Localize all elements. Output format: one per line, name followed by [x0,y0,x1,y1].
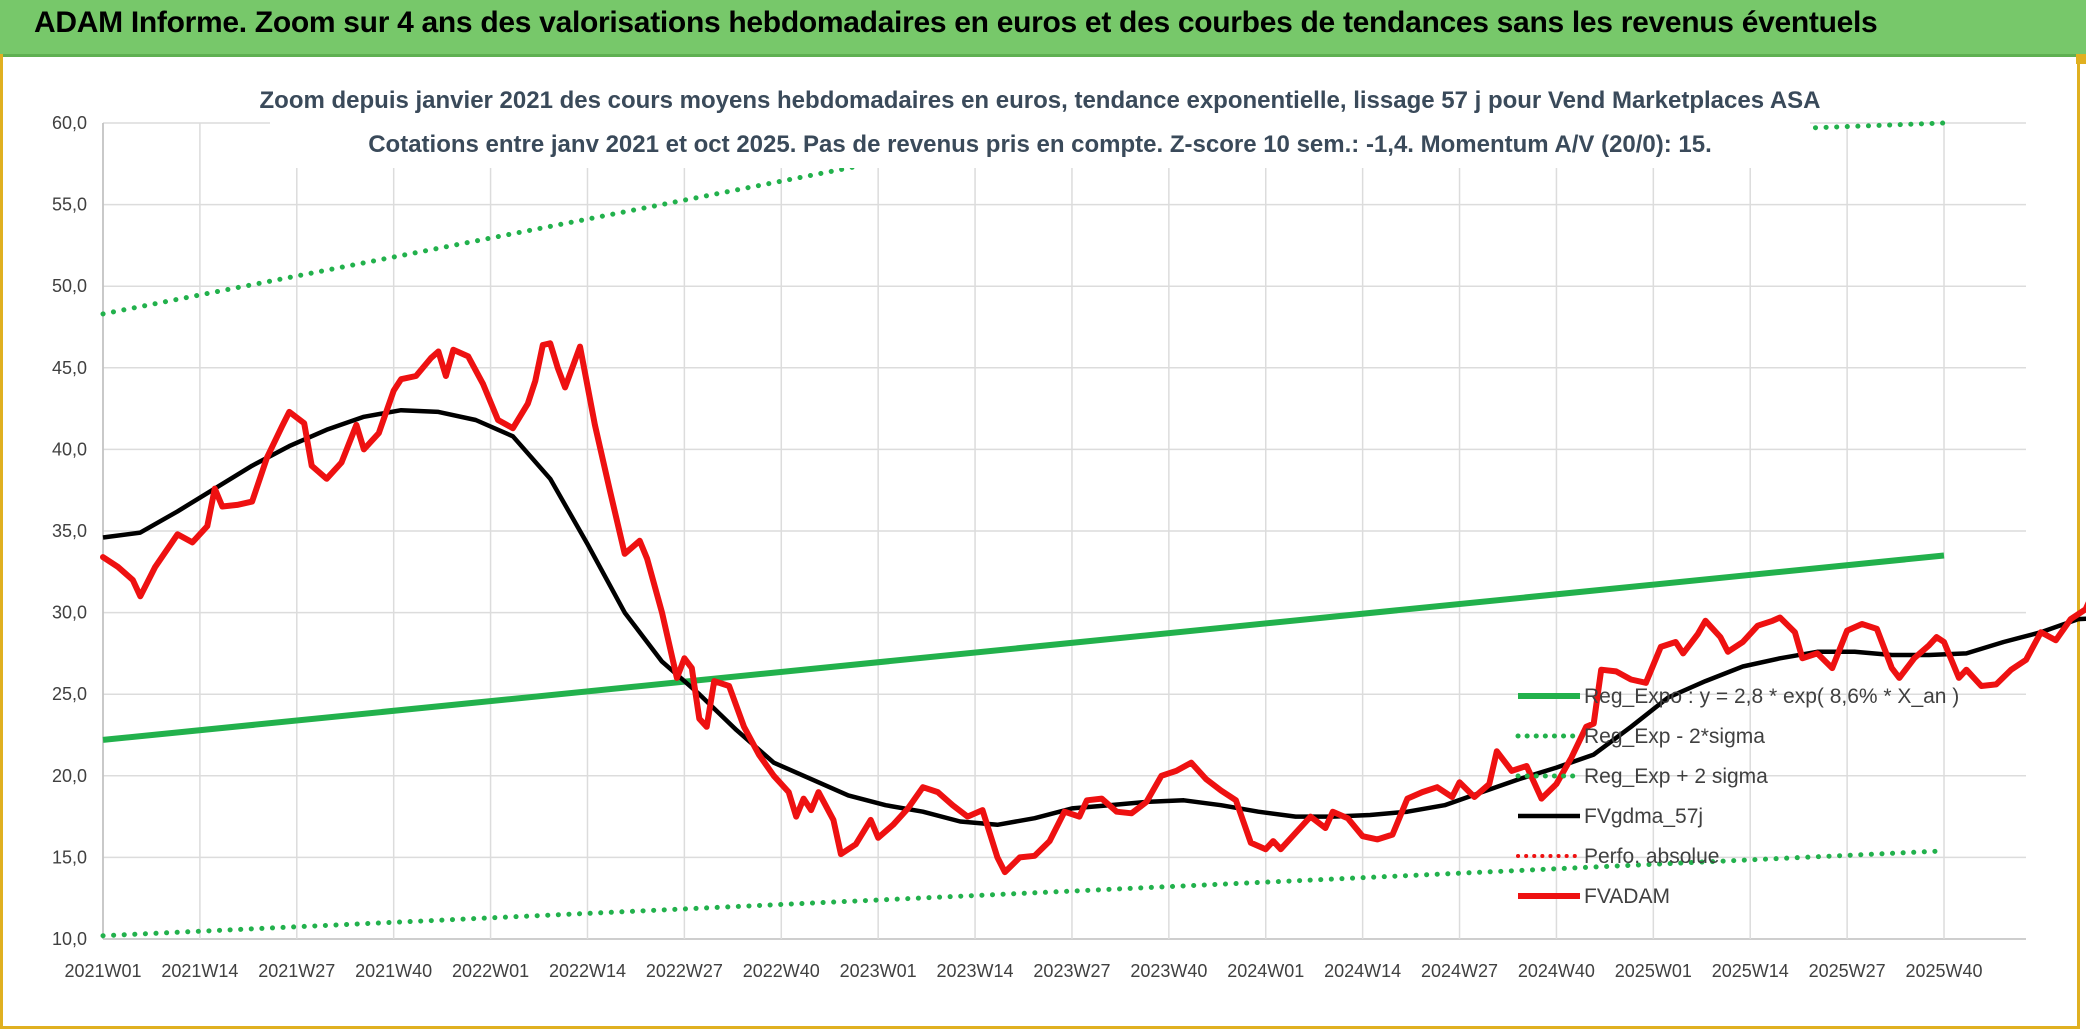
chart-title-line-2: Cotations entre janv 2021 et oct 2025. P… [368,131,1712,158]
x-tick-label: 2025W27 [1809,961,1886,981]
chart-series [100,120,2086,939]
y-tick-label: 25,0 [52,684,87,704]
legend-label: FVADAM [1584,885,1670,908]
y-tick-label: 45,0 [52,358,87,378]
series-reg-exp-2-sigma [100,120,1947,317]
legend-label: FVgdma_57j [1584,805,1703,828]
x-tick-label: 2022W14 [549,961,626,981]
x-tick-label: 2023W01 [840,961,917,981]
y-tick-label: 60,0 [52,113,87,133]
x-tick-label: 2021W40 [355,961,432,981]
y-tick-label: 15,0 [52,847,87,867]
y-tick-label: 30,0 [52,603,87,623]
x-tick-label: 2021W14 [161,961,238,981]
frame-corner [2076,54,2086,64]
y-axis-ticks: 10,0 15,0 20,0 25,0 30,0 35,0 40,0 45,0 50,0 55,0… [52,113,87,949]
x-tick-label: 2025W40 [1905,961,1982,981]
x-axis-ticks: 2021W01 2021W14 2021W27 2021W40 2022W01 2022W… [64,961,1982,981]
chart-title-line-1: Zoom depuis janvier 2021 des cours moyen… [260,87,1821,114]
report-title: ADAM Informe. Zoom sur 4 ans des valoris… [34,6,1878,39]
report-banner: ADAM Informe. Zoom sur 4 ans des valoris… [0,0,2086,57]
x-tick-label: 2024W01 [1227,961,1304,981]
y-tick-label: 20,0 [52,766,87,786]
x-tick-label: 2025W01 [1615,961,1692,981]
x-tick-label: 2021W01 [64,961,141,981]
x-tick-label: 2022W40 [743,961,820,981]
y-tick-label: 55,0 [52,195,87,215]
legend-label: Perfo. absolue [1584,845,1719,868]
x-tick-label: 2023W14 [937,961,1014,981]
legend-label: Reg_Expo : y = 2,8 * exp( 8,6% * X_an ) [1584,685,1959,708]
chart-grid [102,122,2026,940]
x-tick-label: 2024W14 [1324,961,1401,981]
title-background [270,80,1810,168]
chart-titles: Zoom depuis janvier 2021 des cours moyen… [260,80,1821,168]
x-tick-label: 2021W27 [258,961,335,981]
chart-legend: Reg_Expo : y = 2,8 * exp( 8,6% * X_an ) R… [1515,685,1959,908]
x-tick-label: 2024W27 [1421,961,1498,981]
x-tick-label: 2022W01 [452,961,529,981]
y-tick-label: 40,0 [52,439,87,459]
x-tick-label: 2024W40 [1518,961,1595,981]
legend-label: Reg_Exp - 2*sigma [1584,725,1765,748]
series-fvgdma-57j [102,407,2086,828]
legend-label: Reg_Exp + 2 sigma [1584,765,1768,788]
y-tick-label: 50,0 [52,276,87,296]
x-tick-label: 2022W27 [646,961,723,981]
y-tick-label: 10,0 [52,929,87,949]
x-tick-label: 2025W14 [1712,961,1789,981]
chart-frame [0,54,2080,1029]
x-tick-label: 2023W40 [1130,961,1207,981]
y-tick-label: 35,0 [52,521,87,541]
series-fvadam [100,340,2086,876]
x-tick-label: 2023W27 [1033,961,1110,981]
series-reg-exp-2-sigma [100,848,1947,939]
series-reg-expo [102,552,1945,743]
